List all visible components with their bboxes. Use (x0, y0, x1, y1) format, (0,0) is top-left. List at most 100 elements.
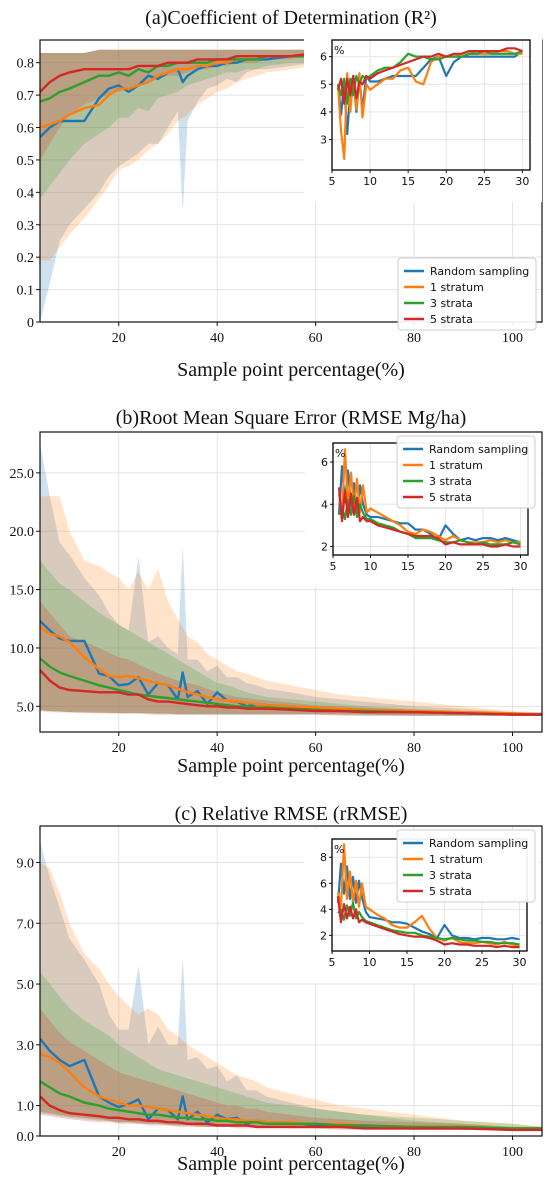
band-1_stratum (40, 862, 542, 1130)
legend-label-3_strata: 3 strata (430, 297, 473, 310)
legend: Random sampling 1 stratum 3 strata 5 strata (396, 435, 536, 509)
chart-title: (c) Relative RMSE (rRMSE) (175, 803, 408, 825)
inset: 5 10 15 20 25 30 3 4 5 6% (304, 30, 542, 202)
legend-label-1_stratum: 1 stratum (430, 281, 484, 294)
inset-plot-area (337, 448, 521, 548)
inset-x-tick-label: 25 (477, 175, 491, 188)
x-axis-label: Sample point percentage(%) (177, 1153, 405, 1175)
y-tick-label: 0.3 (17, 219, 35, 234)
inset-x-tick-label: 25 (476, 560, 490, 573)
inset-y-tick-label: 6 (321, 456, 328, 469)
chart-title: (a)Coefficient of Determination (R²) (145, 7, 437, 29)
band-3_strata (40, 971, 542, 1130)
inset-x-tick-label: 5 (329, 175, 336, 188)
y-tick-label: 0.5 (17, 154, 35, 169)
y-tick-label: 0.8 (17, 57, 35, 72)
y-tick-label: 5.0 (17, 700, 35, 715)
inset-line-5_strata (337, 47, 523, 105)
inset-line-3_strata (337, 901, 520, 946)
x-axis-label: Sample point percentage(%) (177, 359, 405, 381)
inset-y-tick-label: 6 (320, 51, 327, 64)
x-tick-label: 20 (112, 331, 126, 346)
legend-label-5_strata: 5 strata (429, 491, 472, 504)
inset-x-tick-label: 5 (330, 560, 337, 573)
inset-x-tick-label: 15 (400, 956, 414, 969)
inset-y-tick-label: 4 (320, 106, 327, 119)
inset-y-tick-label: 6 (320, 877, 327, 890)
legend-box (396, 435, 536, 509)
band-5_strata (40, 1008, 542, 1130)
inset-x-tick-label: 15 (401, 560, 415, 573)
chart-title: (b)Root Mean Square Error (RMSE Mg/ha) (116, 407, 467, 429)
y-tick-label: 25.0 (10, 467, 35, 482)
panel-c-chart: (c) Relative RMSE (rRMSE) 20 40 60 80 100 0.0 1… (17, 803, 543, 1175)
inset-x-tick-label: 20 (439, 175, 453, 188)
inset-x-tick-label: 25 (475, 956, 489, 969)
x-tick-label: 20 (112, 1145, 126, 1160)
legend-box (397, 257, 537, 331)
legend-label-3_strata: 3 strata (429, 475, 472, 488)
legend: Random sampling 1 stratum 3 strata 5 strata (396, 829, 536, 903)
inset-y-tick-label: 2 (320, 929, 327, 942)
inset-x-tick-label: 10 (363, 956, 377, 969)
x-tick-label: 40 (210, 1145, 224, 1160)
band-3_strata (40, 560, 542, 716)
line-5_strata (40, 1095, 542, 1132)
y-tick-label: 0.7 (17, 89, 35, 104)
band-1_stratum (40, 49, 542, 261)
inset-line-random_sampling (337, 465, 521, 544)
inset-x-tick-label: 20 (439, 560, 453, 573)
inset-x-tick-label: 30 (515, 175, 529, 188)
y-tick-label: 1.0 (17, 1100, 35, 1115)
y-tick-label: 5.0 (17, 978, 35, 993)
y-tick-label: 0.2 (17, 251, 35, 266)
y-tick-label: 20.0 (10, 525, 35, 540)
band-1_stratum (40, 496, 542, 716)
band-5_strata (40, 49, 542, 160)
inset-x-tick-label: 20 (438, 956, 452, 969)
legend-label-5_strata: 5 strata (429, 885, 472, 898)
band-random_sampling (40, 841, 542, 1130)
inset-y-tick-label: 3 (320, 134, 327, 147)
x-tick-label: 80 (407, 741, 421, 756)
inset-x-tick-label: 5 (329, 956, 336, 969)
x-tick-label: 40 (210, 331, 224, 346)
legend-label-random_sampling: Random sampling (429, 443, 528, 456)
x-tick-label: 20 (112, 741, 126, 756)
line-1_stratum (40, 625, 542, 716)
x-tick-label: 80 (407, 1145, 421, 1160)
axes-frame (39, 431, 543, 733)
x-tick-label: 60 (309, 741, 323, 756)
y-tick-label: 10.0 (10, 642, 35, 657)
y-tick-label: 0 (27, 316, 34, 331)
x-tick-label: 80 (407, 331, 421, 346)
y-tick-label: 0.0 (17, 1130, 35, 1145)
inset-x-tick-label: 30 (514, 560, 528, 573)
inset-line-5_strata (337, 487, 521, 548)
legend-label-3_strata: 3 strata (429, 869, 472, 882)
legend: Random sampling 1 stratum 3 strata 5 strata (397, 257, 537, 331)
inset-x-tick-label: 10 (364, 560, 378, 573)
legend-label-5_strata: 5 strata (430, 313, 473, 326)
axes-frame (39, 825, 543, 1137)
legend-label-1_stratum: 1 stratum (429, 459, 483, 472)
inset-plot-area (336, 843, 520, 949)
legend-box (396, 829, 536, 903)
legend-label-1_stratum: 1 stratum (429, 853, 483, 866)
y-tick-label: 0.6 (17, 122, 35, 137)
inset-line-random_sampling (336, 862, 520, 941)
inset-y-axis-label: % (334, 44, 344, 57)
inset-y-tick-label: 4 (321, 498, 328, 511)
y-tick-label: 3.0 (17, 1039, 35, 1054)
x-tick-label: 60 (309, 331, 323, 346)
inset-y-tick-label: 2 (321, 541, 328, 554)
band-5_strata (40, 601, 542, 716)
line-3_strata (40, 1080, 542, 1130)
y-tick-label: 7.0 (17, 917, 35, 932)
inset-x-tick-label: 15 (401, 175, 415, 188)
x-tick-label: 40 (210, 741, 224, 756)
legend-label-random_sampling: Random sampling (430, 265, 529, 278)
x-tick-label: 100 (502, 741, 523, 756)
line-5_strata (40, 669, 542, 716)
